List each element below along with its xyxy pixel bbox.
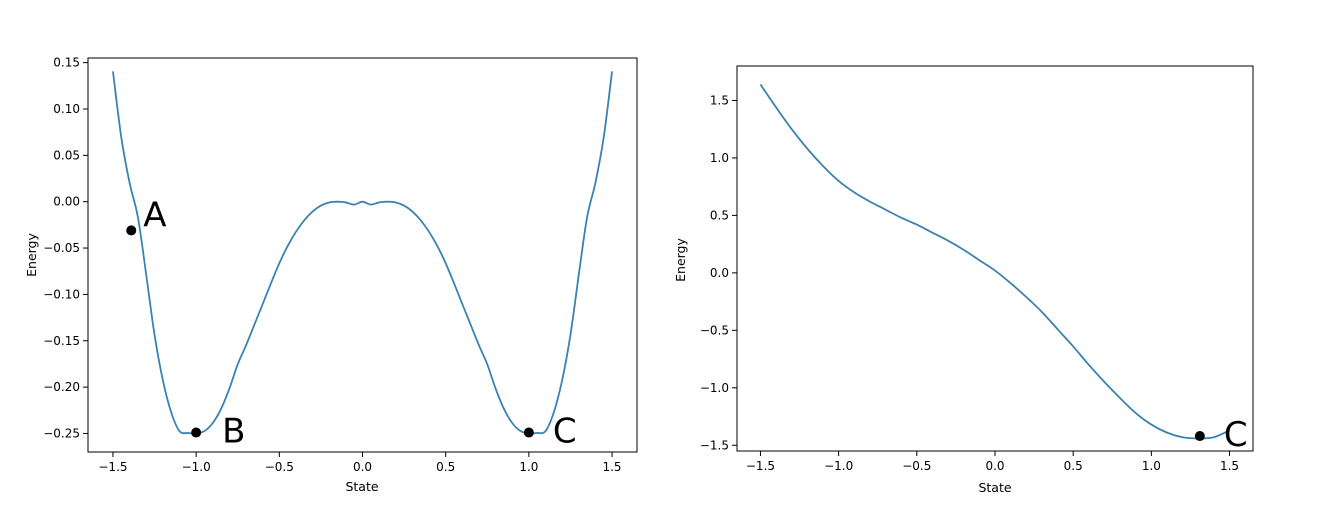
series-line-right bbox=[759, 83, 1230, 440]
x-tick-label: 1.5 bbox=[602, 460, 621, 474]
x-axis-label-right: State bbox=[978, 480, 1011, 495]
y-tick-label: 0.15 bbox=[53, 56, 80, 70]
x-tick-label: 0.5 bbox=[1064, 459, 1083, 473]
point-label-c: C bbox=[553, 412, 577, 452]
point-marker-c bbox=[523, 427, 534, 438]
y-tick-label: −0.5 bbox=[700, 323, 729, 337]
y-axis-label-right: Energy bbox=[673, 238, 688, 282]
x-tick-label: −0.5 bbox=[265, 460, 294, 474]
y-tick-label: 0.5 bbox=[710, 208, 729, 222]
point-label-c: C bbox=[1224, 415, 1248, 455]
y-tick-label: −0.25 bbox=[43, 426, 80, 440]
x-tick-label: 0.0 bbox=[985, 459, 1004, 473]
y-tick-label: −1.5 bbox=[700, 438, 729, 452]
y-ticks-right: 1.5 1.0 0.5 0.0 −0.5 −1.0 −1.5 bbox=[700, 93, 737, 452]
y-tick-label: −0.15 bbox=[43, 334, 80, 348]
y-tick-label: 0.0 bbox=[710, 266, 729, 280]
y-tick-label: −0.05 bbox=[43, 241, 80, 255]
y-tick-label: 0.00 bbox=[53, 195, 80, 209]
x-tick-label: 1.5 bbox=[1220, 459, 1239, 473]
point-marker-c bbox=[1194, 431, 1205, 442]
y-tick-label: 1.5 bbox=[710, 93, 729, 107]
x-tick-label: −1.0 bbox=[824, 459, 853, 473]
y-tick-label: −0.20 bbox=[43, 380, 80, 394]
x-tick-label: 0.0 bbox=[353, 460, 372, 474]
series-line-left bbox=[112, 71, 613, 435]
x-ticks-right: −1.5 −1.0 −0.5 0.0 0.5 1.0 1.5 bbox=[746, 451, 1239, 473]
point-marker-a bbox=[126, 225, 137, 236]
plot-frame-right bbox=[736, 65, 1254, 452]
y-tick-label: 0.10 bbox=[53, 102, 80, 116]
x-tick-label: 0.5 bbox=[436, 460, 455, 474]
x-axis-label-left: State bbox=[345, 479, 378, 494]
chart-left: −1.5 −1.0 −0.5 0.0 0.5 1.0 1.5 0.15 0.10 0.05 0.0… bbox=[24, 56, 638, 494]
x-tick-label: 1.0 bbox=[519, 460, 538, 474]
y-tick-label: −1.0 bbox=[700, 381, 729, 395]
x-tick-label: −1.0 bbox=[182, 460, 211, 474]
point-label-b: B bbox=[222, 412, 245, 452]
y-tick-label: 1.0 bbox=[710, 151, 729, 165]
y-tick-label: 0.05 bbox=[53, 148, 80, 162]
x-tick-label: −1.5 bbox=[746, 459, 775, 473]
y-ticks-left: 0.15 0.10 0.05 0.00 −0.05 −0.10 −0.15 −0.20 −0.2… bbox=[43, 56, 88, 440]
y-tick-label: −0.10 bbox=[43, 287, 80, 301]
chart-right: −1.5 −1.0 −0.5 0.0 0.5 1.0 1.5 1.5 1.0 0.5 0.0 −0.… bbox=[673, 65, 1254, 495]
x-ticks-left: −1.5 −1.0 −0.5 0.0 0.5 1.0 1.5 bbox=[98, 452, 622, 474]
point-label-a: A bbox=[143, 195, 166, 235]
x-tick-label: 1.0 bbox=[1142, 459, 1161, 473]
x-tick-label: −1.5 bbox=[98, 460, 127, 474]
points-right: C bbox=[1194, 415, 1248, 455]
points-left: A B C bbox=[126, 195, 577, 452]
plot-frame-left bbox=[87, 57, 638, 453]
point-marker-b bbox=[191, 427, 202, 438]
y-axis-label-left: Energy bbox=[24, 233, 39, 277]
x-tick-label: −0.5 bbox=[902, 459, 931, 473]
